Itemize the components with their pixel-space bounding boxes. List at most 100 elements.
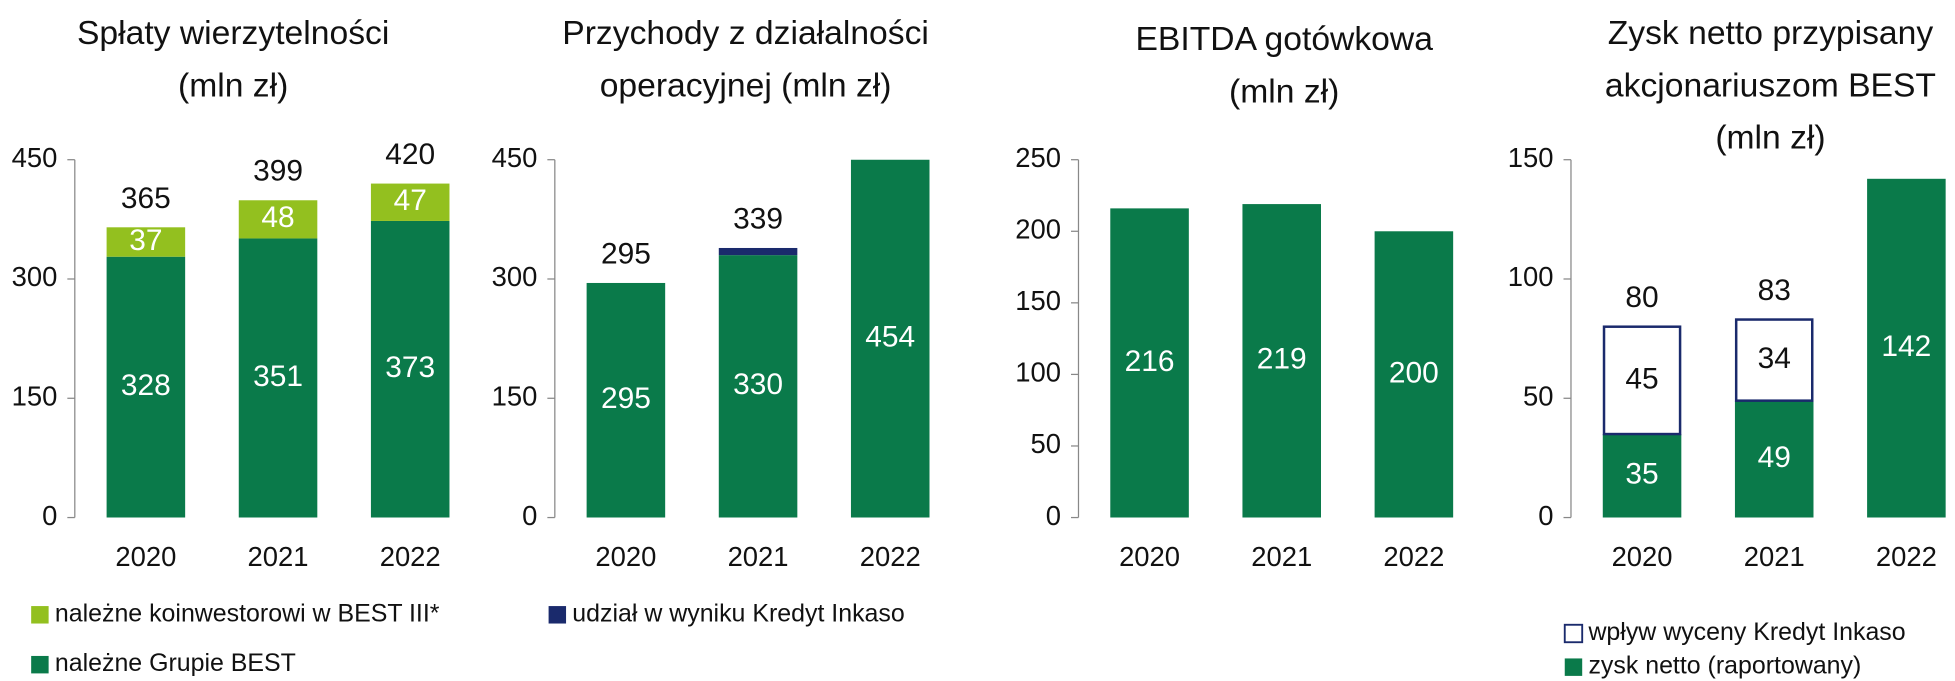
y-tick-label: 150 xyxy=(12,381,58,412)
chart-panel: Przychody z działalności operacyjnej (mln… xyxy=(492,15,930,627)
bar-label: 216 xyxy=(1125,345,1175,378)
legend-label: udział w wyniku Kredyt Inkaso xyxy=(572,599,904,627)
bar-segment xyxy=(1734,318,1814,402)
x-tick-label: 2022 xyxy=(860,541,921,572)
chart-title: EBITDA gotówkowa xyxy=(1135,21,1433,58)
bar-segment xyxy=(370,183,450,221)
y-tick-label: 100 xyxy=(1508,261,1554,292)
y-tick-label: 200 xyxy=(1015,214,1061,245)
x-tick-label: 2020 xyxy=(1119,541,1180,572)
legend-label: należne Grupie BEST xyxy=(55,649,296,677)
y-tick-label: 150 xyxy=(1015,285,1061,316)
total-label: 83 xyxy=(1758,274,1791,307)
bar-label: 454 xyxy=(865,321,915,354)
bar-segment xyxy=(238,200,318,239)
bar-label: 45 xyxy=(1625,362,1658,395)
bar-segment xyxy=(1374,231,1454,518)
x-tick-label: 2022 xyxy=(380,541,441,572)
bar-segment xyxy=(718,255,798,518)
legend-swatch xyxy=(31,606,49,624)
bar-segment xyxy=(370,220,450,518)
chart-title: (mln zł) xyxy=(178,67,288,104)
bar-label: 351 xyxy=(253,360,303,393)
bar-label: 34 xyxy=(1758,342,1791,375)
bar-label: 330 xyxy=(733,368,783,401)
chart-title: operacyjnej (mln zł) xyxy=(600,67,892,104)
legend-swatch xyxy=(548,606,567,624)
x-tick-label: 2020 xyxy=(595,541,656,572)
legend-swatch xyxy=(31,655,49,674)
total-label: 339 xyxy=(733,202,783,235)
y-tick-label: 450 xyxy=(492,142,538,173)
x-tick-label: 2020 xyxy=(1612,541,1673,572)
y-tick-label: 300 xyxy=(492,261,538,292)
total-label: 295 xyxy=(601,237,651,270)
x-tick-label: 2022 xyxy=(1876,541,1937,572)
bar-label: 142 xyxy=(1881,330,1931,363)
bar-label: 219 xyxy=(1257,343,1307,376)
bar-segment xyxy=(1602,325,1682,436)
legend-label: zysk netto (raportowany) xyxy=(1588,652,1861,680)
bar-label: 35 xyxy=(1625,458,1658,491)
x-tick-label: 2021 xyxy=(1744,541,1805,572)
chart-panel: Zysk netto przypisany akcjonariuszom BEST… xyxy=(1508,15,1946,680)
bar-segment xyxy=(1110,208,1189,518)
bar-label: 47 xyxy=(394,184,427,217)
bar-label: 48 xyxy=(261,201,294,234)
x-tick-label: 2021 xyxy=(1251,541,1312,572)
chart-title: (mln zł) xyxy=(1229,74,1339,111)
y-tick-label: 300 xyxy=(12,261,58,292)
bar-segment xyxy=(1242,204,1321,518)
chart-panel: Spłaty wierzytelności (mln zł) 0 150 300 450 2… xyxy=(12,15,450,677)
chart-title: Spłaty wierzytelności xyxy=(77,15,389,52)
bar-segment xyxy=(238,238,318,518)
bars xyxy=(106,183,450,518)
y-tick-label: 250 xyxy=(1015,142,1061,173)
x-tick-label: 2021 xyxy=(728,541,789,572)
bar-label: 200 xyxy=(1389,356,1439,389)
legend-swatch xyxy=(1563,623,1584,644)
bars xyxy=(586,159,930,518)
x-tick-label: 2022 xyxy=(1383,541,1444,572)
total-label: 80 xyxy=(1625,281,1658,314)
y-tick-label: 450 xyxy=(12,142,58,173)
chart-title: Przychody z działalności xyxy=(562,15,929,52)
bar-segment xyxy=(850,159,930,518)
chart-panel: EBITDA gotówkowa (mln zł) 0 50 100 150 200 250 2… xyxy=(1015,21,1454,572)
x-tick-label: 2020 xyxy=(115,541,176,572)
total-label: 399 xyxy=(253,155,303,188)
x-tick-label: 2021 xyxy=(248,541,309,572)
total-label: 365 xyxy=(121,182,171,215)
y-tick-label: 50 xyxy=(1523,381,1553,412)
bar-label: 373 xyxy=(385,351,435,384)
bar-segment xyxy=(106,227,186,257)
bar-segment xyxy=(1602,434,1682,518)
y-tick-label: 100 xyxy=(1015,357,1061,388)
bar-segment xyxy=(1867,178,1946,518)
bar-segment xyxy=(586,282,666,518)
total-label: 420 xyxy=(385,138,435,171)
bar-label: 49 xyxy=(1758,441,1791,474)
chart-title: akcjonariuszom BEST xyxy=(1605,67,1936,104)
bar-segment xyxy=(106,256,186,518)
bar-segment xyxy=(1734,400,1814,518)
y-tick-label: 150 xyxy=(492,381,538,412)
y-tick-label: 0 xyxy=(522,500,537,531)
chart-title: (mln zł) xyxy=(1715,120,1825,157)
legend-label: należne koinwestorowi w BEST III* xyxy=(55,599,440,627)
y-tick-label: 0 xyxy=(1538,500,1553,531)
y-tick-label: 50 xyxy=(1031,428,1061,459)
bar-label: 295 xyxy=(601,382,651,415)
bar-label: 328 xyxy=(121,369,171,402)
bar-label: 37 xyxy=(129,224,162,257)
bars xyxy=(1602,178,1946,518)
legend-swatch xyxy=(1564,658,1583,676)
bars xyxy=(1110,204,1454,518)
legend-label: wpływ wyceny Kredyt Inkaso xyxy=(1587,618,1905,646)
y-tick-label: 0 xyxy=(1046,500,1061,531)
y-tick-label: 0 xyxy=(42,500,57,531)
bar-segment xyxy=(718,247,798,256)
y-tick-label: 150 xyxy=(1508,142,1554,173)
chart-title: Zysk netto przypisany xyxy=(1608,15,1934,52)
